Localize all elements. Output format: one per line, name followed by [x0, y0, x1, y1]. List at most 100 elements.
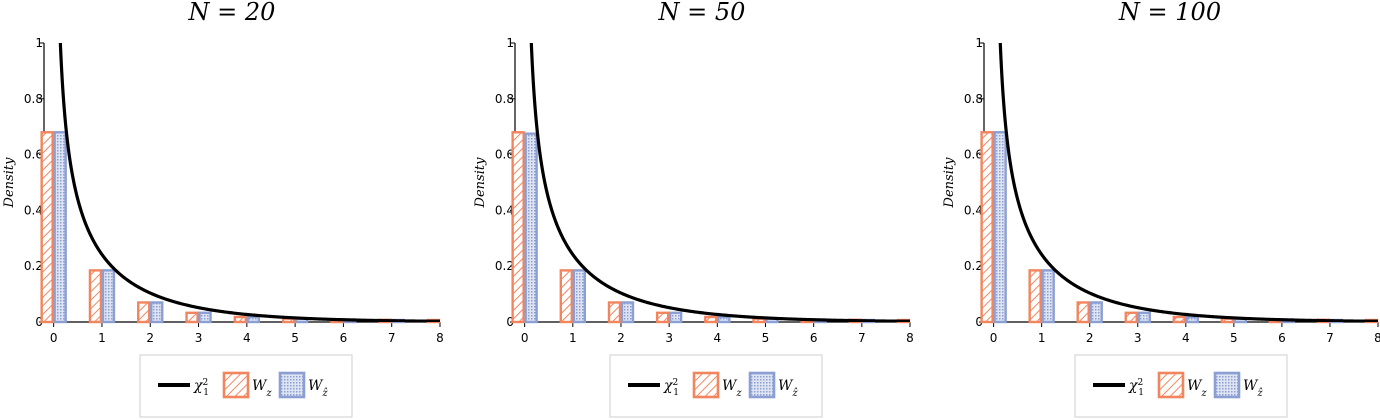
x-tick-label: 8: [906, 331, 914, 345]
x-tick-label: 8: [436, 331, 444, 345]
x-tick-label: 7: [388, 331, 396, 345]
legend-swatch-wzhat: [748, 371, 776, 399]
bar-wz: [88, 269, 103, 324]
bar-wzhat: [572, 269, 587, 324]
y-tick-label: 0.4: [24, 203, 43, 217]
bar-wzhat: [246, 315, 261, 324]
legend-label-chi: χ2 1: [193, 378, 209, 398]
legend-swatch-wz: [1157, 371, 1185, 399]
bar-wz: [1028, 269, 1042, 324]
x-tick-label: 6: [810, 331, 818, 345]
chi-square-curve: [529, 43, 910, 322]
bar-wzhat: [101, 269, 116, 324]
x-tick-label: 5: [762, 331, 770, 345]
x-tick-label: 2: [1086, 331, 1094, 345]
legend: χ2 1 Wz Wẑ: [139, 354, 353, 418]
x-tick-label: 5: [1230, 331, 1238, 345]
x-tick-label: 3: [1134, 331, 1142, 345]
y-tick-label: 0: [35, 315, 43, 329]
y-tick-label: 0: [975, 315, 983, 329]
legend: χ2 1 Wz Wẑ: [609, 354, 823, 418]
bar-wz: [655, 311, 670, 324]
bar-wz: [607, 301, 622, 324]
y-tick-label: 0.2: [495, 259, 514, 273]
y-tick-label: 0.2: [964, 259, 983, 273]
bar-wz: [1076, 301, 1090, 324]
x-tick-label: 4: [713, 331, 721, 345]
bar-wzhat: [668, 311, 683, 324]
chi-square-curve: [998, 43, 1378, 322]
chart-title: N = 100: [1118, 0, 1221, 26]
y-tick-label: 0.8: [24, 92, 43, 106]
y-tick-label: 0.8: [964, 92, 983, 106]
x-tick-label: 6: [340, 331, 348, 345]
bar-wzhat: [1185, 315, 1200, 324]
bar-wz: [233, 315, 248, 324]
x-tick-label: 8: [1374, 331, 1380, 345]
bar-wz: [1124, 311, 1138, 324]
chart-panel-1: N = 20 0 0.2 0.4 0.6 0.8 1 Density 0 1 2 3 4 5 6 7 8 χ2 1 W…: [2, 0, 444, 418]
y-axis-label: Density: [473, 157, 488, 209]
bar-wzhat: [53, 131, 67, 324]
y-tick-label: 1: [35, 36, 43, 50]
bar-wz: [511, 131, 525, 324]
y-tick-label: 0: [506, 315, 514, 329]
legend-label-wz: Wz: [252, 378, 272, 399]
y-tick-label: 0.6: [964, 148, 983, 162]
bar-wz: [185, 311, 199, 324]
chart-title: N = 50: [658, 0, 746, 26]
legend-label-wz: Wz: [722, 378, 742, 399]
y-tick-label: 0.4: [964, 203, 983, 217]
y-axis-label: Density: [942, 157, 957, 209]
legend-label-wz: Wz: [1187, 378, 1207, 399]
bar-wz: [704, 315, 718, 324]
x-tick-label: 0: [521, 331, 529, 345]
bar-wzhat: [717, 315, 731, 324]
legend-label-wzhat: Wẑ: [1243, 378, 1263, 399]
legend-label-wzhat: Wẑ: [308, 378, 328, 399]
legend-swatch-wz: [692, 371, 720, 399]
legend-label-chi: χ2 1: [663, 378, 679, 398]
y-tick-label: 0.2: [24, 259, 43, 273]
legend-swatch-wz: [222, 371, 250, 399]
chart-panel-2: N = 50 0 0.2 0.4 0.6 0.8 1 Density 0 1 2 3 4 5 6 7 8 χ2 1 W…: [473, 0, 914, 418]
x-tick-label: 2: [617, 331, 625, 345]
chi-square-curve: [58, 43, 440, 322]
legend-swatch-wzhat: [278, 371, 306, 399]
x-tick-label: 1: [569, 331, 577, 345]
bar-wzhat: [198, 311, 212, 324]
bar-wzhat: [150, 301, 164, 324]
y-tick-label: 0.4: [495, 203, 514, 217]
x-tick-label: 6: [1278, 331, 1286, 345]
legend-label-chi: χ2 1: [1128, 378, 1144, 398]
x-tick-label: 1: [98, 331, 106, 345]
legend-label-wzhat: Wẑ: [778, 378, 798, 399]
bar-wzhat: [620, 301, 635, 324]
x-tick-label: 0: [990, 331, 998, 345]
bar-wz: [137, 301, 151, 324]
bar-wz: [559, 269, 574, 324]
x-tick-label: 4: [1182, 331, 1190, 345]
y-tick-label: 0.8: [495, 92, 514, 106]
y-tick-label: 0.6: [24, 148, 43, 162]
x-tick-label: 7: [858, 331, 866, 345]
legend: χ2 1 Wz Wẑ: [1074, 354, 1288, 418]
bar-wz: [40, 131, 54, 324]
x-tick-label: 3: [665, 331, 673, 345]
bar-wz: [980, 131, 994, 324]
bar-wzhat: [524, 132, 538, 324]
chart-title: N = 20: [188, 0, 276, 26]
x-tick-label: 3: [195, 331, 203, 345]
x-tick-label: 5: [291, 331, 299, 345]
bar-wzhat: [1041, 269, 1055, 324]
bar-wzhat: [1089, 301, 1103, 324]
x-tick-label: 4: [243, 331, 251, 345]
x-tick-label: 1: [1038, 331, 1046, 345]
x-tick-label: 7: [1326, 331, 1334, 345]
x-tick-label: 2: [146, 331, 154, 345]
x-tick-label: 0: [50, 331, 58, 345]
bar-wzhat: [1137, 311, 1151, 324]
bar-wz: [1172, 315, 1187, 324]
bar-wzhat: [993, 131, 1007, 324]
